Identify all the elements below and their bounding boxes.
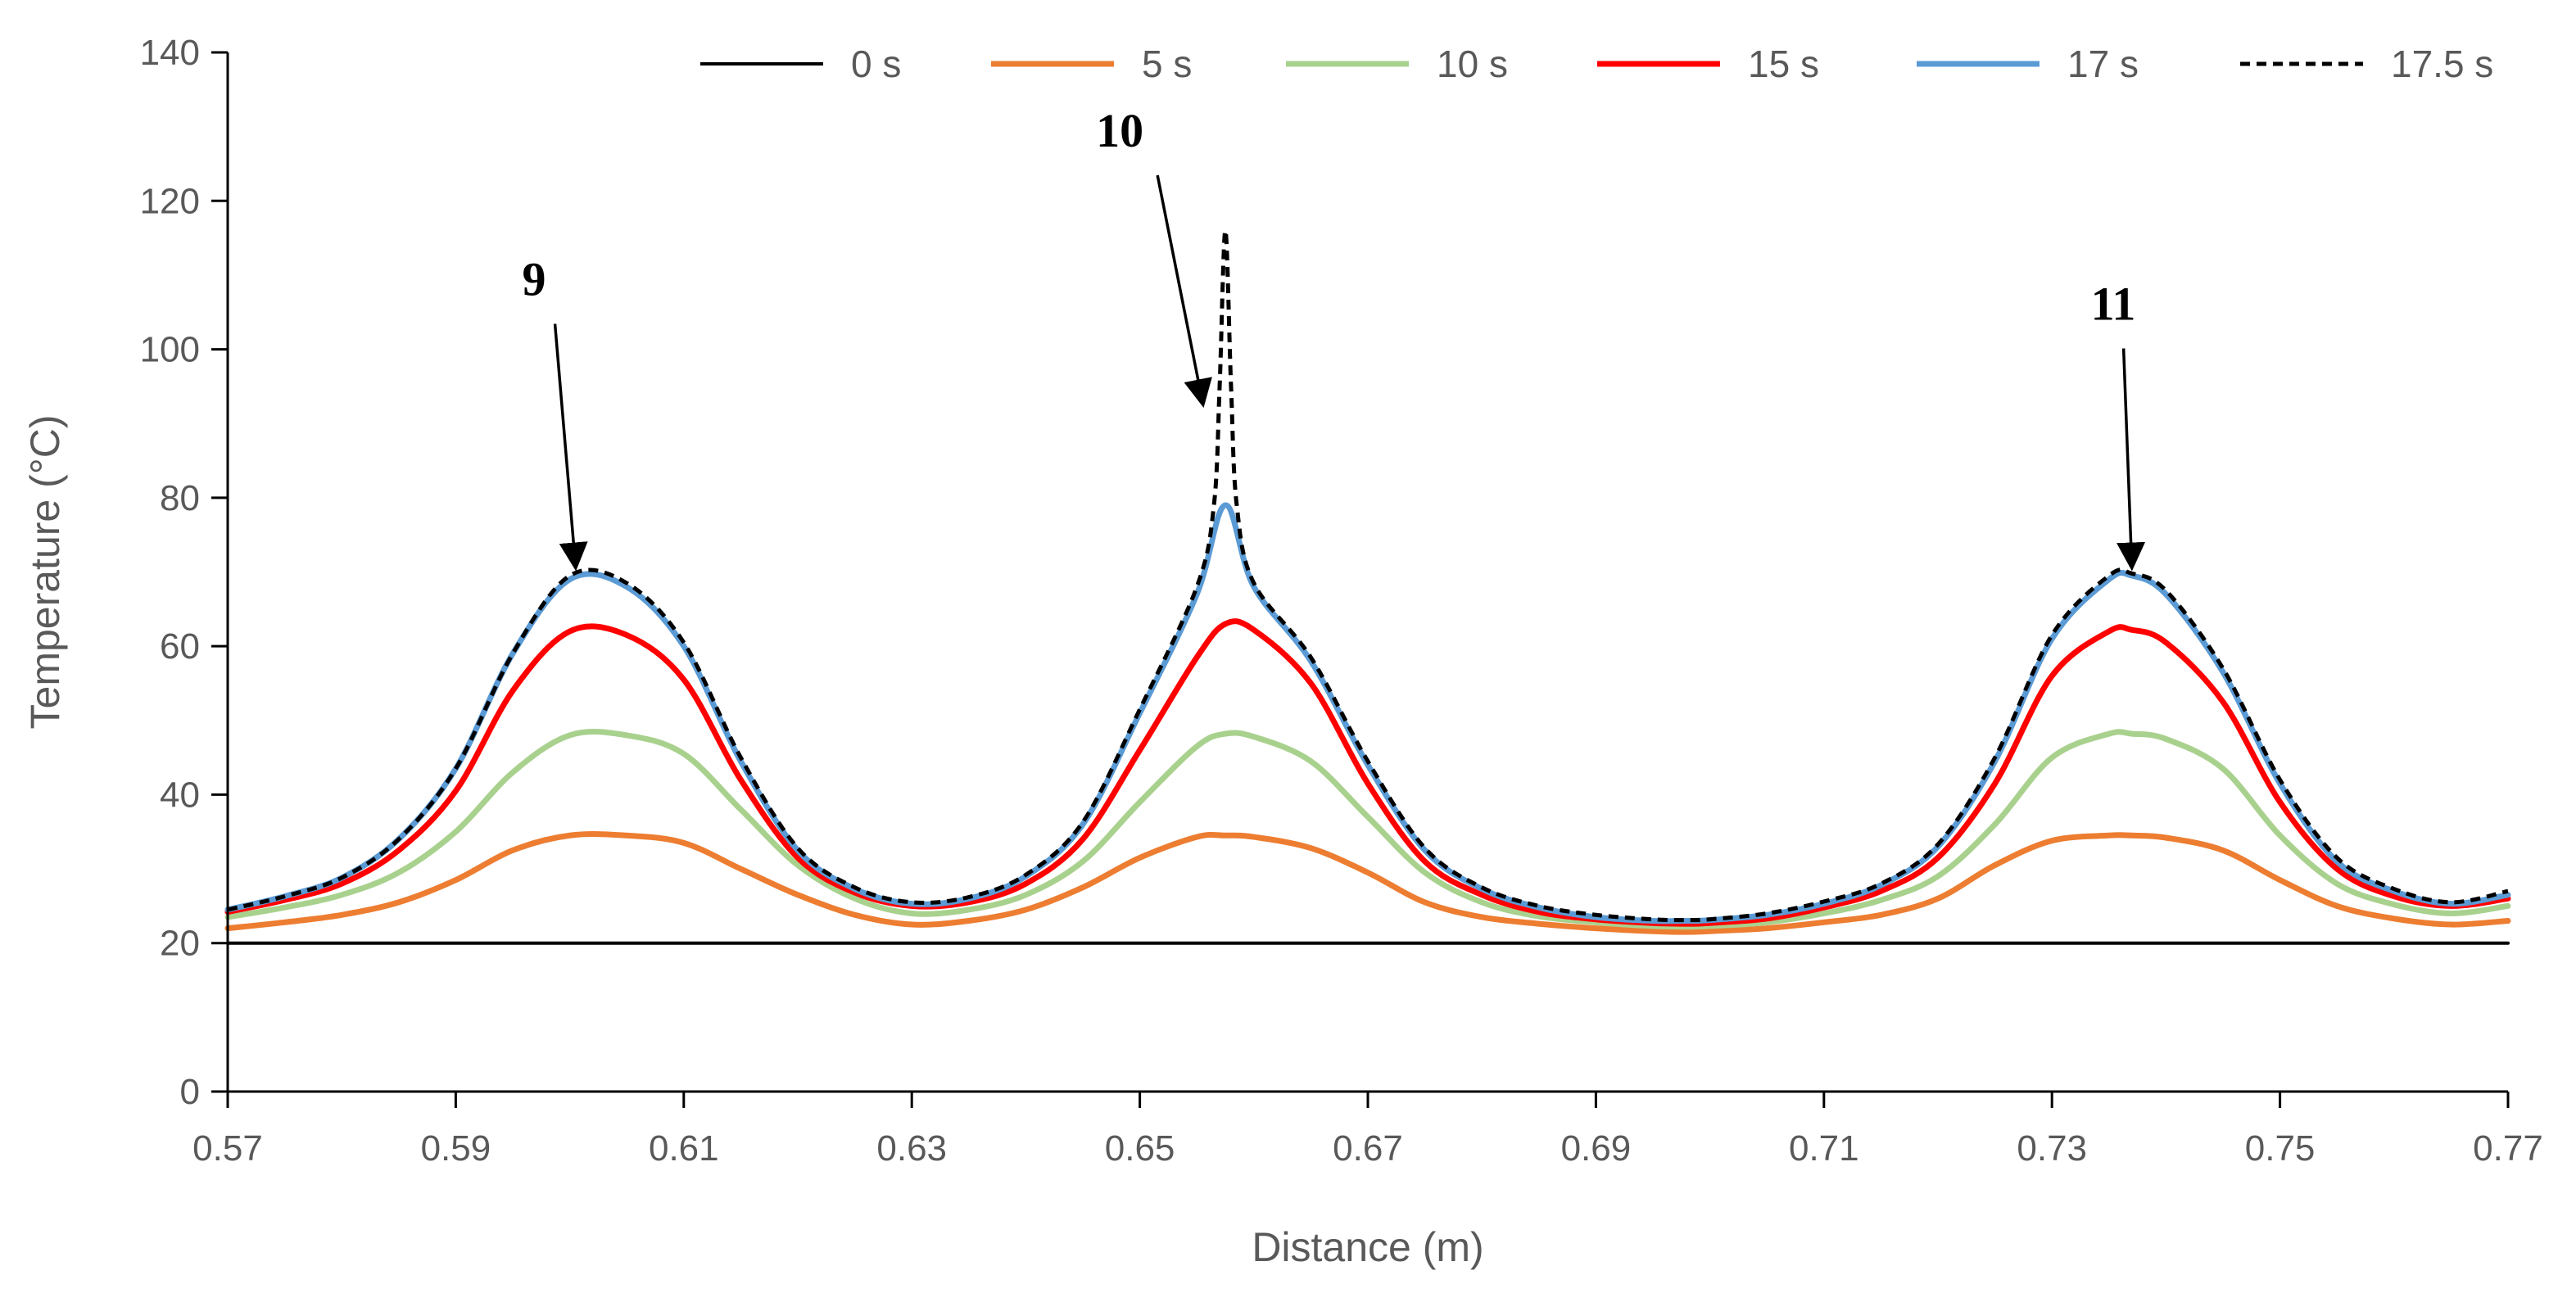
y-tick-label: 100 — [140, 330, 200, 370]
x-tick-label: 0.69 — [1561, 1128, 1632, 1169]
legend-label: 15 s — [1748, 43, 1819, 85]
x-tick-label: 0.63 — [876, 1128, 947, 1169]
annotation-label: 10 — [1096, 104, 1143, 157]
series-line-10s — [224, 729, 2511, 930]
annotation-arrow — [2116, 348, 2146, 572]
x-tick-label: 0.75 — [2245, 1128, 2316, 1169]
series-layer — [224, 228, 2511, 945]
legend-label: 17 s — [2067, 43, 2139, 85]
x-tick-label: 0.71 — [1789, 1128, 1859, 1169]
series-line-17_5s — [227, 228, 2509, 923]
y-tick-label: 140 — [140, 33, 200, 73]
y-tick-label: 40 — [160, 775, 200, 815]
series-line-17s — [224, 502, 2511, 925]
series-line-15s — [224, 618, 2511, 927]
legend: 0 s 5 s 10 s 15 s 17 s 17.5 s — [700, 43, 2493, 85]
x-axis-ticks: 0.57 0.59 0.61 0.63 0.65 0.67 0.69 0.71 0.73 0.75… — [192, 1092, 2543, 1169]
annotations: 9 10 11 — [523, 104, 2146, 572]
y-tick-label: 80 — [160, 478, 200, 518]
legend-label: 0 s — [851, 43, 901, 85]
annotation-arrow — [553, 323, 588, 572]
series-line-5s — [224, 831, 2511, 935]
x-tick-label: 0.73 — [2017, 1128, 2087, 1169]
y-tick-label: 20 — [160, 924, 200, 964]
y-tick-label: 120 — [140, 181, 200, 221]
x-tick-label: 0.59 — [421, 1128, 491, 1169]
y-axis-ticks: 0 20 40 60 80 100 120 140 — [140, 33, 228, 1112]
x-tick-label: 0.67 — [1333, 1128, 1403, 1169]
y-axis-title: Temperature (°C) — [22, 415, 68, 730]
x-tick-label: 0.77 — [2473, 1128, 2543, 1169]
x-axis-title: Distance (m) — [1252, 1224, 1483, 1270]
x-tick-label: 0.65 — [1105, 1128, 1175, 1169]
x-tick-label: 0.57 — [192, 1128, 263, 1169]
legend-label: 17.5 s — [2391, 43, 2493, 85]
y-tick-label: 60 — [160, 626, 200, 667]
annotation-label: 11 — [2091, 278, 2136, 331]
y-tick-label: 0 — [180, 1072, 200, 1112]
x-tick-label: 0.61 — [649, 1128, 719, 1169]
annotation-arrow — [1156, 174, 1212, 408]
legend-label: 5 s — [1142, 43, 1192, 85]
legend-label: 10 s — [1437, 43, 1508, 85]
annotation-label: 9 — [523, 253, 546, 306]
